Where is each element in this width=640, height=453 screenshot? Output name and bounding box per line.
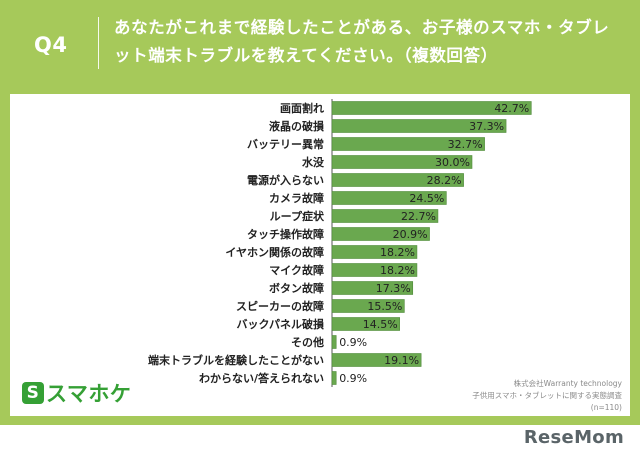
question-number: Q4 xyxy=(34,33,68,57)
brand-logo: S スマホケ xyxy=(22,378,131,408)
category-label: 液晶の破損 xyxy=(269,119,325,133)
data-label: 0.9% xyxy=(339,372,367,385)
category-label: カメラ故障 xyxy=(269,191,324,205)
category-label: わからない/答えられない xyxy=(199,371,324,385)
survey-frame: Q4 あなたがこれまで経験したことがある、お子様のスマホ・タブレット端末トラブル… xyxy=(0,0,640,425)
data-label: 18.2% xyxy=(380,246,415,259)
bar xyxy=(331,209,439,223)
bar-chart: 画面割れ 42.7% 液晶の破損 37.3% バッテリー異常 32.7% 水没 30.0% 電源… xyxy=(148,99,532,387)
bar xyxy=(331,173,464,187)
data-label: 17.3% xyxy=(376,282,411,295)
bar xyxy=(331,335,337,349)
category-label: ボタン故障 xyxy=(269,281,324,295)
source-note: 株式会社Warranty technology 子供用スマホ・タブレットに関する… xyxy=(422,378,622,414)
bar xyxy=(331,317,400,331)
data-label: 22.7% xyxy=(401,210,436,223)
category-label: マイク故障 xyxy=(269,263,324,277)
data-label: 19.1% xyxy=(384,354,419,367)
bar xyxy=(331,137,485,151)
bar xyxy=(331,371,337,385)
bar xyxy=(331,281,414,295)
chart-panel: 画面割れ 42.7% 液晶の破損 37.3% バッテリー異常 32.7% 水没 30.0% 電源… xyxy=(10,94,630,416)
data-label: 42.7% xyxy=(494,102,529,115)
data-label: 32.7% xyxy=(448,138,483,151)
resemom-watermark: ReseMom xyxy=(523,427,624,448)
bar xyxy=(331,191,447,205)
bar xyxy=(331,245,418,259)
source-company: 株式会社Warranty technology xyxy=(513,379,622,388)
question-text: あなたがこれまで経験したことがある、お子様のスマホ・タブレット端末トラブルを教え… xyxy=(114,18,610,65)
category-label: スピーカーの故障 xyxy=(236,299,324,313)
data-label: 0.9% xyxy=(339,336,367,349)
category-label: イヤホン関係の故障 xyxy=(225,245,324,259)
data-label: 24.5% xyxy=(409,192,444,205)
category-label: タッチ操作故障 xyxy=(247,227,324,241)
bar xyxy=(331,101,532,115)
brand-logo-text: スマホケ xyxy=(46,382,132,406)
brand-logo-icon: S xyxy=(22,382,44,404)
source-sample-size: (n=110) xyxy=(590,403,622,412)
bar xyxy=(331,263,418,277)
category-label: ループ症状 xyxy=(270,209,325,223)
data-label: 18.2% xyxy=(380,264,415,277)
category-label: 端末トラブルを経験したことがない xyxy=(148,353,324,367)
data-label: 37.3% xyxy=(469,120,504,133)
data-label: 30.0% xyxy=(435,156,470,169)
source-survey: 子供用スマホ・タブレットに関する実態調査 xyxy=(472,391,622,400)
category-label: 電源が入らない xyxy=(247,173,324,187)
bar xyxy=(331,353,422,367)
question-header: Q4 あなたがこれまで経験したことがある、お子様のスマホ・タブレット端末トラブル… xyxy=(0,0,640,85)
data-label: 14.5% xyxy=(363,318,398,331)
bar xyxy=(331,119,507,133)
header-divider xyxy=(98,17,99,69)
data-label: 28.2% xyxy=(427,174,462,187)
category-label: その他 xyxy=(291,335,324,349)
bar xyxy=(331,299,405,313)
data-label: 20.9% xyxy=(393,228,428,241)
category-label: バックパネル破損 xyxy=(237,317,325,331)
category-label: 水没 xyxy=(302,155,325,169)
bar xyxy=(331,155,473,169)
category-label: 画面割れ xyxy=(280,101,324,115)
category-label: バッテリー異常 xyxy=(247,137,324,151)
bar xyxy=(331,227,430,241)
data-label: 15.5% xyxy=(367,300,402,313)
